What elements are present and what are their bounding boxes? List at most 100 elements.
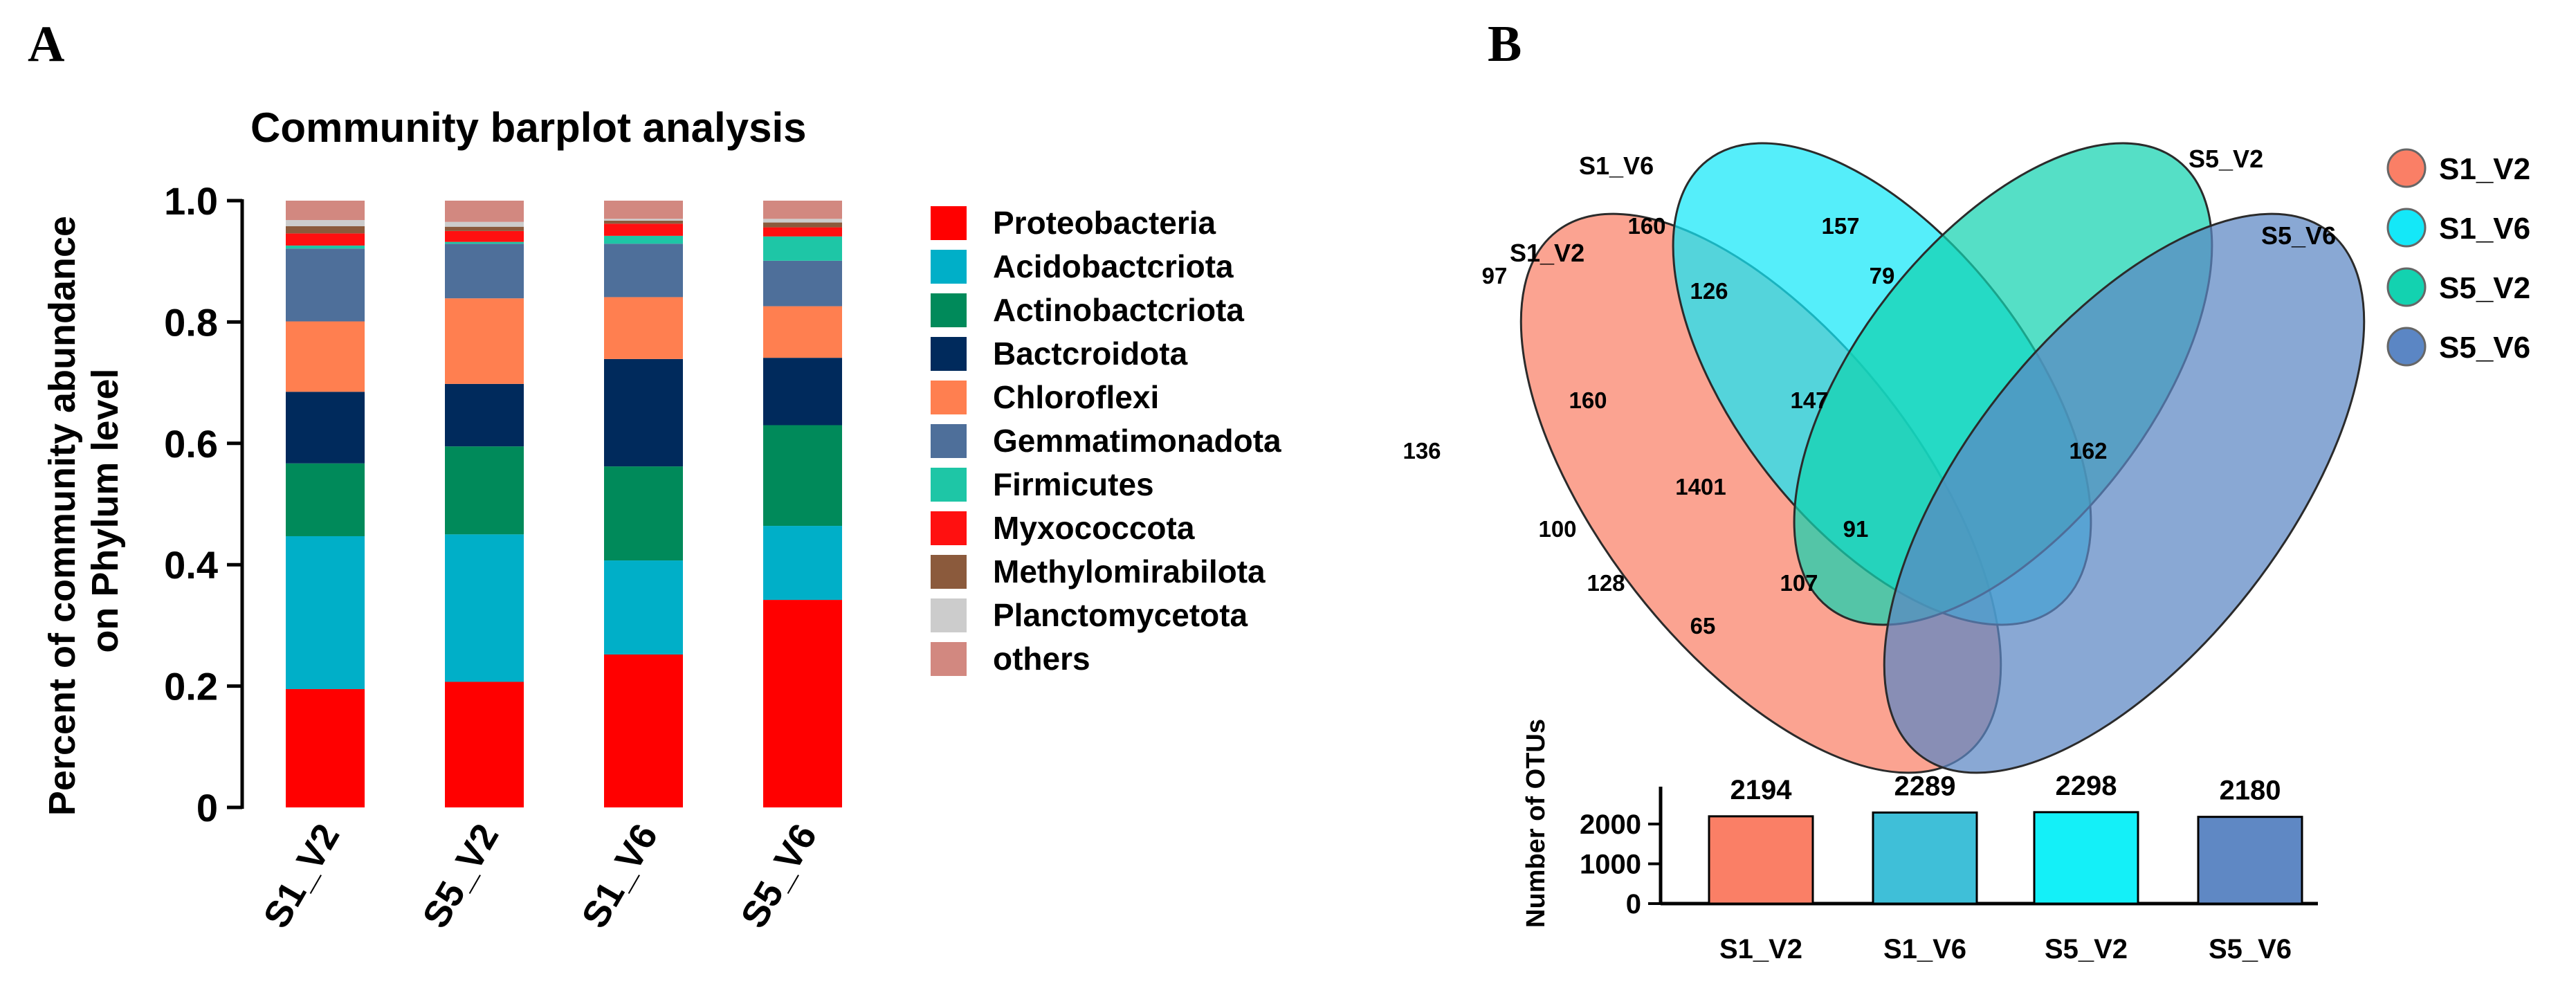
y-axis-label: Percent of community abundance on Phylum… (42, 205, 126, 816)
venn-legend-marker (2386, 148, 2427, 188)
legend-label-proteobacteria: Proteobacteria (993, 205, 1216, 241)
bar-segment-proteobacteria (604, 654, 683, 807)
bar-segment-methylomirabilota (445, 226, 524, 231)
venn-legend-label: S1_V2 (2439, 152, 2530, 186)
bar-segment-proteobacteria (763, 600, 842, 807)
bar-segment-planctomycetota (604, 219, 683, 221)
bar-segment-acidobactcriota (445, 534, 524, 682)
legend-swatch-chloroflexi (931, 381, 967, 414)
venn-region-count: 157 (1821, 213, 1859, 239)
otu-x-tick-label: S1_V2 (1719, 934, 1802, 964)
legend-swatch-myxococcota (931, 511, 967, 545)
venn-diagram: S1_V2 S1_V6 S5_V2 S5_V6 160 157 97 126 79 160 147 1… (1403, 142, 2366, 774)
bar-segment-proteobacteria (286, 688, 365, 807)
legend-swatch-acidobactcriota (931, 250, 967, 284)
bar-segment-actinobactcriota (445, 446, 524, 535)
bar-segment-methylomirabilota (604, 220, 683, 224)
stacked-bars (286, 201, 842, 807)
legend-label-myxococcota: Myxococcota (993, 510, 1195, 546)
otu-bar-s5-v2 (2033, 811, 2139, 905)
bar-segment-methylomirabilota (286, 226, 365, 234)
otu-y-tick-label: 2000 (1580, 809, 1641, 840)
panel-a: A Community barplot analysis Percent of … (28, 16, 1281, 935)
bar-segment-firmicutes (604, 235, 683, 244)
legend-swatch-others (931, 642, 967, 676)
y-axis-ticks: 0 0.2 0.4 0.6 0.8 1.0 (164, 179, 242, 830)
bar-segment-others (763, 201, 842, 219)
venn-region-count: 162 (2069, 438, 2107, 464)
venn-set-label: S1_V6 (1579, 152, 1654, 180)
bar-segment-acidobactcriota (604, 560, 683, 655)
bar-segment-planctomycetota (445, 221, 524, 227)
y-tick-label: 0.2 (164, 665, 218, 708)
otu-bar-chart: 0 1000 2000 2194 S1_V2 2289 S1_V6 2298 S5_V2 2180… (1522, 719, 2318, 964)
bar-segment-gemmatimonadota (763, 260, 842, 307)
venn-legend-marker (2386, 327, 2427, 367)
legend-swatch-actinobactcriota (931, 293, 967, 327)
x-tick-label: S5_V2 (414, 817, 506, 935)
venn-region-count: 1401 (1675, 474, 1726, 500)
otu-x-tick-label: S5_V6 (2209, 934, 2292, 964)
y-axis-label-line-1: Percent of community abundance (42, 216, 83, 816)
legend-swatch-proteobacteria (931, 206, 967, 240)
venn-region-count: 136 (1403, 438, 1441, 464)
bar-segment-proteobacteria (445, 681, 524, 807)
venn-region-count: 91 (1843, 516, 1869, 542)
otu-y-axis-label: Number of OTUs (1522, 719, 1551, 928)
bar-segment-firmicutes (286, 245, 365, 249)
bar-segment-bactcroidota (286, 392, 365, 464)
legend-label-firmicutes: Firmicutes (993, 466, 1154, 502)
bar-segment-others (604, 201, 683, 219)
otu-x-tick-label: S1_V6 (1883, 934, 1966, 964)
chart-title: Community barplot analysis (250, 104, 807, 151)
otu-bar-value: 2194 (1730, 775, 1793, 805)
bar-segment-myxococcota (445, 230, 524, 242)
venn-legend-marker (2386, 267, 2427, 307)
legend-label-gemmatimonadota: Gemmatimonadota (993, 423, 1281, 459)
bar-segment-chloroflexi (286, 321, 365, 392)
otu-bar-s5-v6 (2197, 816, 2303, 905)
venn-region-count: 107 (1780, 570, 1818, 596)
bar-segment-myxococcota (763, 227, 842, 237)
bar-segment-methylomirabilota (763, 222, 842, 228)
bar-segment-bactcroidota (763, 358, 842, 426)
panel-label-a: A (28, 16, 64, 73)
venn-set-label: S5_V2 (2189, 145, 2263, 173)
bar-segment-gemmatimonadota (604, 244, 683, 298)
venn-legend-label: S5_V6 (2439, 331, 2530, 365)
venn-legend-label: S1_V6 (2439, 212, 2530, 246)
bar-segment-others (286, 201, 365, 221)
legend-swatch-planctomycetota (931, 598, 967, 632)
y-axis-label-line-2: on Phylum level (84, 368, 126, 652)
bar-segment-firmicutes (445, 241, 524, 244)
bar-segment-firmicutes (763, 236, 842, 261)
legend-label-methylomirabilota: Methylomirabilota (993, 554, 1266, 589)
venn-region-count: 128 (1587, 570, 1625, 596)
venn-legend-label: S5_V2 (2439, 271, 2530, 305)
otu-bar-s1-v6 (1872, 811, 1978, 905)
panel-label-b: B (1488, 16, 1522, 73)
bar-segment-chloroflexi (763, 306, 842, 358)
x-tick-label: S5_V6 (733, 817, 825, 935)
otu-y-tick-label: 0 (1626, 889, 1641, 920)
bar-segment-planctomycetota (286, 220, 365, 226)
venn-legend: S1_V2 S1_V6 S5_V2 S5_V6 (2386, 148, 2530, 367)
venn-legend-marker (2386, 208, 2427, 248)
otu-x-tick-label: S5_V2 (2045, 934, 2128, 964)
bar-segment-acidobactcriota (286, 536, 365, 689)
bar-segment-chloroflexi (604, 297, 683, 359)
x-tick-label: S1_V6 (574, 817, 666, 935)
legend-swatch-gemmatimonadota (931, 424, 967, 458)
bar-segment-myxococcota (286, 233, 365, 246)
bar-segment-acidobactcriota (763, 526, 842, 601)
bar-segment-chloroflexi (445, 298, 524, 384)
legend-swatch-firmicutes (931, 468, 967, 502)
venn-set-label: S5_V6 (2261, 221, 2336, 250)
y-tick-label: 0 (197, 786, 218, 830)
otu-y-tick-label: 1000 (1580, 850, 1641, 880)
venn-region-count: 79 (1870, 263, 1895, 289)
venn-region-count: 160 (1569, 387, 1607, 413)
y-tick-label: 1.0 (164, 179, 218, 223)
legend-swatch-methylomirabilota (931, 555, 967, 589)
